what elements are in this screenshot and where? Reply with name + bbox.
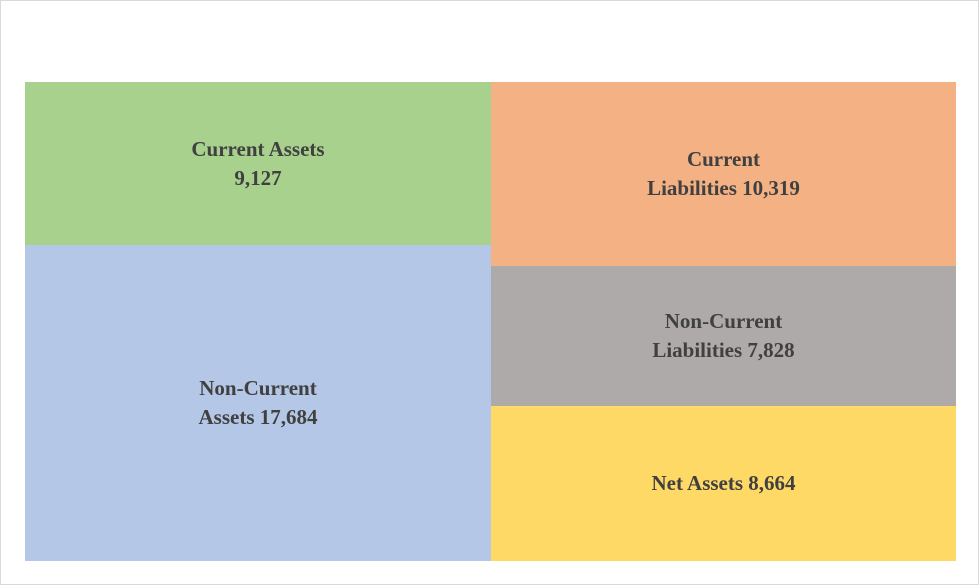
treemap-tile-label: Non-Current Assets 17,684 (198, 376, 318, 429)
treemap-tile-current-liabilities: Current Liabilities 10,319 (491, 82, 956, 266)
treemap-tile-non-current-liabilities: Non-Current Liabilities 7,828 (491, 266, 956, 406)
treemap-tile-non-current-assets: Non-Current Assets 17,684 (25, 245, 491, 561)
treemap-plot: Current Assets 9,127 Non-Current Assets 1… (25, 82, 956, 561)
treemap-tile-label: Current Assets 9,127 (191, 136, 325, 190)
treemap-tile-current-assets: Current Assets 9,127 (25, 82, 491, 245)
treemap-tile-net-assets: Net Assets 8,664 (491, 406, 956, 561)
treemap-tile-label: Net Assets 8,664 (651, 471, 796, 495)
treemap-tile-label: Current Liabilities 10,319 (647, 147, 800, 200)
treemap-tile-label: Non-Current Liabilities 7,828 (652, 309, 795, 362)
